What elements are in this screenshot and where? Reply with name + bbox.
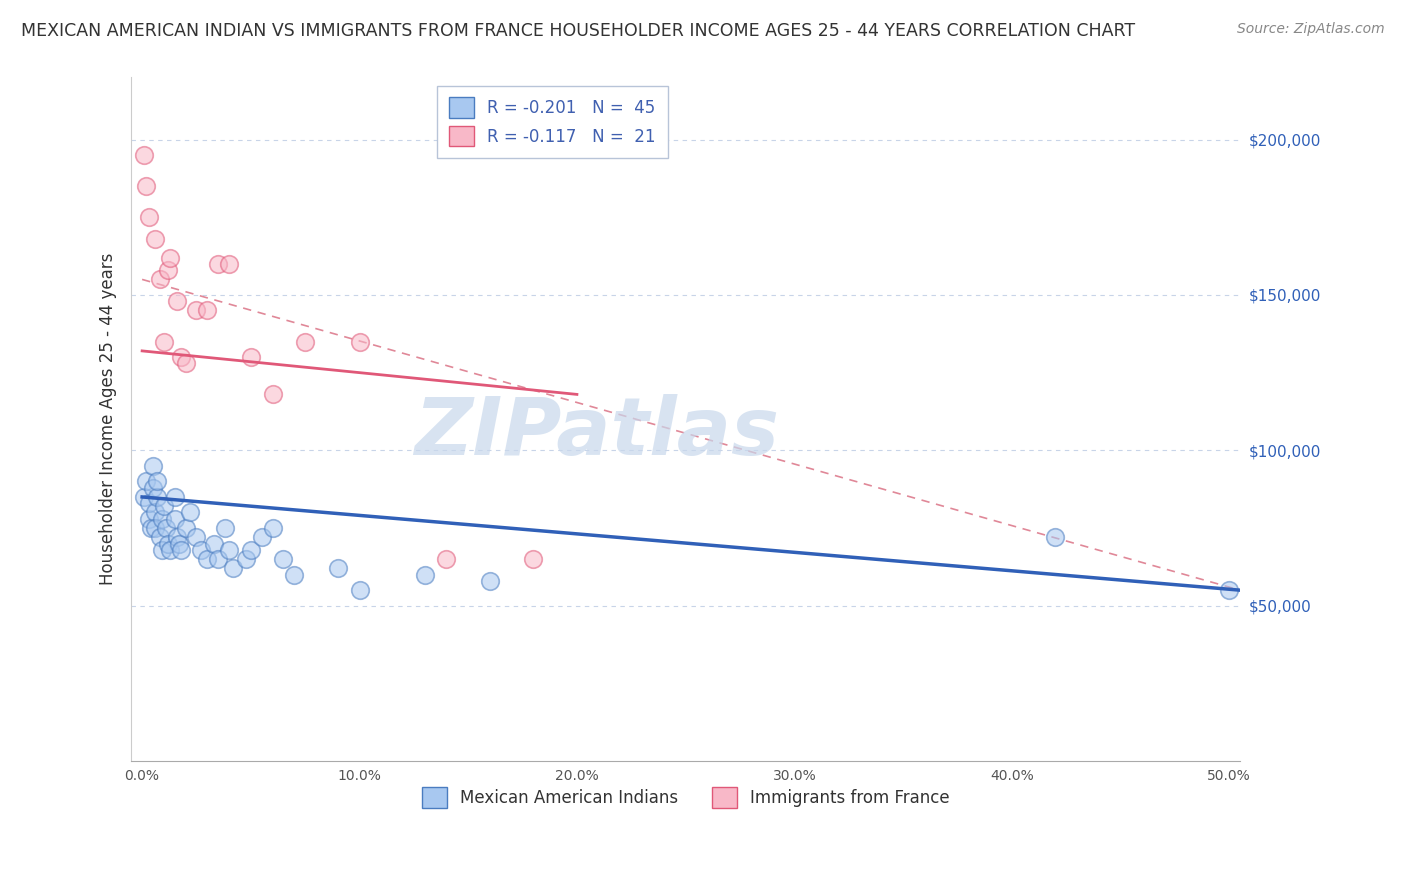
Point bbox=[190, 542, 212, 557]
Point bbox=[186, 303, 208, 318]
Point bbox=[239, 350, 262, 364]
Point bbox=[135, 179, 157, 194]
Point bbox=[148, 272, 170, 286]
Point bbox=[262, 387, 284, 401]
Point bbox=[273, 552, 295, 566]
Point bbox=[138, 211, 160, 225]
Point bbox=[157, 536, 180, 550]
Point bbox=[153, 334, 176, 349]
Point bbox=[163, 490, 186, 504]
Point bbox=[250, 530, 273, 544]
Point bbox=[1218, 583, 1240, 598]
Point bbox=[202, 536, 225, 550]
Point bbox=[166, 530, 188, 544]
Point bbox=[174, 521, 197, 535]
Point bbox=[146, 490, 169, 504]
Point bbox=[283, 567, 305, 582]
Point bbox=[294, 334, 316, 349]
Point bbox=[157, 263, 180, 277]
Point bbox=[146, 475, 169, 489]
Point bbox=[239, 542, 262, 557]
Point bbox=[218, 542, 240, 557]
Point bbox=[134, 148, 156, 162]
Point bbox=[159, 251, 181, 265]
Point bbox=[143, 506, 166, 520]
Point bbox=[522, 552, 544, 566]
Y-axis label: Householder Income Ages 25 - 44 years: Householder Income Ages 25 - 44 years bbox=[100, 253, 117, 585]
Point bbox=[155, 521, 177, 535]
Point bbox=[174, 356, 197, 370]
Point bbox=[166, 294, 188, 309]
Point bbox=[143, 232, 166, 246]
Point bbox=[138, 511, 160, 525]
Point bbox=[150, 511, 173, 525]
Point bbox=[326, 561, 349, 575]
Point bbox=[135, 475, 157, 489]
Legend: Mexican American Indians, Immigrants from France: Mexican American Indians, Immigrants fro… bbox=[415, 780, 956, 814]
Point bbox=[478, 574, 501, 588]
Point bbox=[186, 530, 208, 544]
Point bbox=[153, 500, 176, 514]
Point bbox=[349, 334, 371, 349]
Point bbox=[349, 583, 371, 598]
Point bbox=[214, 521, 236, 535]
Point bbox=[142, 458, 165, 473]
Point bbox=[207, 552, 229, 566]
Point bbox=[436, 552, 458, 566]
Point bbox=[134, 490, 156, 504]
Point bbox=[150, 542, 173, 557]
Point bbox=[195, 552, 218, 566]
Point bbox=[159, 542, 181, 557]
Point bbox=[1043, 530, 1066, 544]
Text: Source: ZipAtlas.com: Source: ZipAtlas.com bbox=[1237, 22, 1385, 37]
Point bbox=[148, 530, 170, 544]
Point bbox=[143, 521, 166, 535]
Point bbox=[262, 521, 284, 535]
Point bbox=[167, 536, 190, 550]
Point bbox=[235, 552, 257, 566]
Point bbox=[413, 567, 436, 582]
Text: ZIPatlas: ZIPatlas bbox=[415, 394, 779, 472]
Point bbox=[218, 257, 240, 271]
Point bbox=[139, 521, 162, 535]
Point bbox=[195, 303, 218, 318]
Point bbox=[163, 511, 186, 525]
Point bbox=[207, 257, 229, 271]
Text: MEXICAN AMERICAN INDIAN VS IMMIGRANTS FROM FRANCE HOUSEHOLDER INCOME AGES 25 - 4: MEXICAN AMERICAN INDIAN VS IMMIGRANTS FR… bbox=[21, 22, 1135, 40]
Point bbox=[170, 542, 193, 557]
Point bbox=[138, 496, 160, 510]
Point bbox=[170, 350, 193, 364]
Point bbox=[142, 481, 165, 495]
Point bbox=[179, 506, 201, 520]
Point bbox=[222, 561, 245, 575]
